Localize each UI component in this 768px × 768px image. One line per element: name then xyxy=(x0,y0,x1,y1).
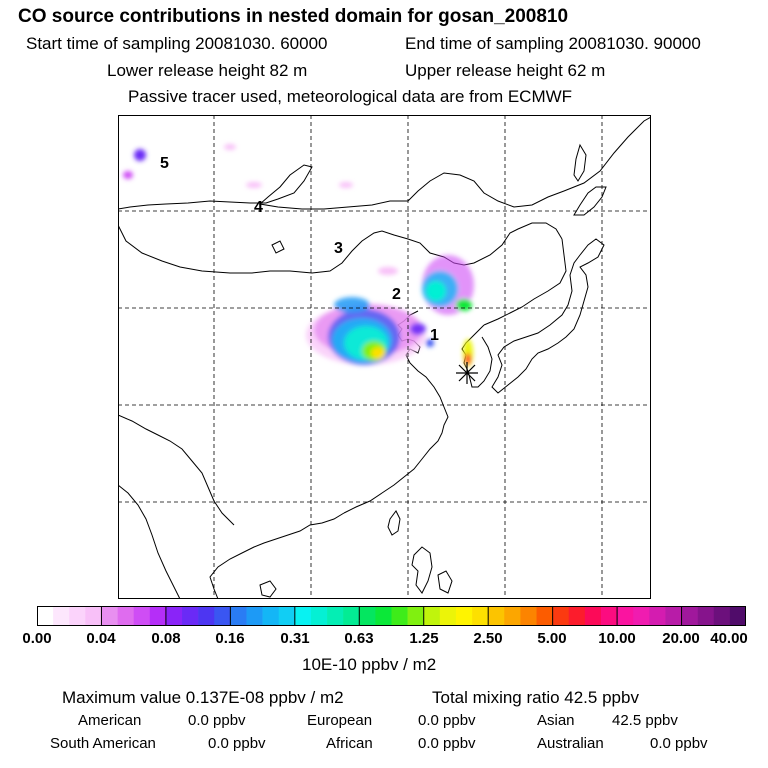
colorbar-cell xyxy=(697,606,715,626)
region-name: American xyxy=(78,712,142,729)
page-title: CO source contributions in nested domain… xyxy=(18,6,569,27)
colorbar-cell xyxy=(617,606,634,626)
start-time-label: Start time of sampling 20081030. 60000 xyxy=(26,34,328,53)
region-name: South American xyxy=(50,735,156,752)
colorbar-cell xyxy=(327,606,344,626)
upper-release-height: Upper release height 62 m xyxy=(405,61,606,80)
colorbar-cell xyxy=(278,606,296,626)
colorbar-tick: 0.08 xyxy=(151,630,181,647)
colorbar-tick: 0.63 xyxy=(344,630,374,647)
colorbar-tick: 10.00 xyxy=(598,630,636,647)
colorbar-cell xyxy=(536,606,553,626)
colorbar-cell xyxy=(182,606,199,626)
map-label-1: 1 xyxy=(430,327,439,344)
receptor-marker-icon xyxy=(456,362,478,384)
region-value: 0.0 ppbv xyxy=(650,735,708,752)
region-value: 0.0 ppbv xyxy=(188,712,246,729)
colorbar xyxy=(37,606,746,626)
colorbar-cell xyxy=(520,606,537,626)
colorbar-cell xyxy=(391,606,408,626)
colorbar-cell xyxy=(568,606,586,626)
region-value: 0.0 ppbv xyxy=(418,735,476,752)
coastlines xyxy=(118,116,651,599)
colorbar-cell xyxy=(85,606,102,626)
colorbar-cell xyxy=(407,606,425,626)
colorbar-tick: 5.00 xyxy=(537,630,567,647)
region-name: African xyxy=(326,735,373,752)
colorbar-cell xyxy=(729,606,746,626)
colorbar-cell xyxy=(584,606,602,626)
colorbar-cell xyxy=(375,606,392,626)
map-label-3: 3 xyxy=(334,240,343,257)
colorbar-cell xyxy=(713,606,731,626)
region-value: 0.0 ppbv xyxy=(208,735,266,752)
colorbar-tick: 2.50 xyxy=(473,630,503,647)
region-value: 42.5 ppbv xyxy=(612,712,678,729)
lat-lon-grid xyxy=(118,115,651,599)
colorbar-cell xyxy=(552,606,570,626)
contribution-plume xyxy=(123,144,474,367)
colorbar-cell xyxy=(665,606,682,626)
total-mixing-ratio: Total mixing ratio 42.5 ppbv xyxy=(432,688,639,707)
colorbar-cell xyxy=(37,606,54,626)
colorbar-cell xyxy=(246,606,263,626)
map-frame xyxy=(118,115,651,599)
map-label-4: 4 xyxy=(254,199,263,216)
colorbar-cell xyxy=(133,606,151,626)
lower-release-height: Lower release height 82 m xyxy=(107,61,308,80)
colorbar-tick: 20.00 xyxy=(662,630,700,647)
colorbar-cell xyxy=(681,606,698,626)
region-name: Australian xyxy=(537,735,604,752)
colorbar-cell xyxy=(343,606,360,626)
map-label-5: 5 xyxy=(160,155,169,172)
colorbar-cell xyxy=(165,606,183,626)
colorbar-cell xyxy=(117,606,134,626)
colorbar-cell xyxy=(198,606,215,626)
end-time-label: End time of sampling 20081030. 90000 xyxy=(405,34,701,53)
colorbar-tick: 0.31 xyxy=(280,630,310,647)
maximum-value: Maximum value 0.137E-08 ppbv / m2 xyxy=(62,688,344,707)
colorbar-cell xyxy=(310,606,328,626)
colorbar-tick: 0.00 xyxy=(22,630,52,647)
colorbar-cell xyxy=(53,606,70,626)
colorbar-tick: 0.16 xyxy=(215,630,245,647)
colorbar-tick: 1.25 xyxy=(409,630,439,647)
map-label-2: 2 xyxy=(392,286,401,303)
colorbar-cell xyxy=(101,606,118,626)
colorbar-cell xyxy=(359,606,376,626)
colorbar-tick: 0.04 xyxy=(86,630,116,647)
region-value: 0.0 ppbv xyxy=(418,712,476,729)
region-name: Asian xyxy=(537,712,575,729)
colorbar-cell xyxy=(69,606,86,626)
colorbar-cell xyxy=(455,606,473,626)
colorbar-cell xyxy=(504,606,521,626)
colorbar-cell xyxy=(230,606,247,626)
colorbar-cell xyxy=(149,606,167,626)
colorbar-cell xyxy=(439,606,457,626)
colorbar-cell xyxy=(294,606,312,626)
colorbar-cell xyxy=(600,606,618,626)
colorbar-cell xyxy=(472,606,489,626)
colorbar-units: 10E-10 ppbv / m2 xyxy=(302,655,437,674)
source-contribution-map: 5 4 3 2 1 xyxy=(118,115,651,599)
colorbar-cell xyxy=(423,606,441,626)
colorbar-tick: 40.00 xyxy=(710,630,748,647)
colorbar-cell xyxy=(649,606,666,626)
colorbar-cell xyxy=(214,606,231,626)
tracer-note: Passive tracer used, meteorological data… xyxy=(128,87,573,106)
colorbar-cell xyxy=(262,606,279,626)
colorbar-cell xyxy=(488,606,505,626)
colorbar-cell xyxy=(633,606,650,626)
region-name: European xyxy=(307,712,373,729)
